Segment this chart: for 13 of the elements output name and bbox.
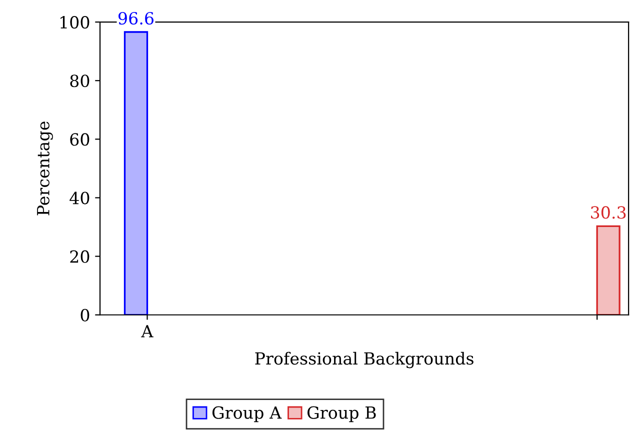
- data-label: 30.3: [591, 206, 626, 219]
- legend-label: Group B: [308, 406, 376, 422]
- x-tick-label: A: [141, 325, 154, 338]
- y-tick-label: 100: [60, 16, 90, 29]
- y-tick-label: 60: [70, 133, 90, 146]
- x-axis-title: Professional Backgrounds: [255, 352, 474, 368]
- y-tick-label: 0: [80, 308, 90, 322]
- y-tick-label: 40: [70, 192, 90, 204]
- y-axis-title: Percentage: [37, 122, 53, 216]
- data-label: 96.6: [118, 12, 154, 25]
- y-tick-label: 20: [70, 250, 90, 263]
- y-tick-label: 80: [70, 74, 90, 88]
- legend-label: Group A: [212, 406, 282, 422]
